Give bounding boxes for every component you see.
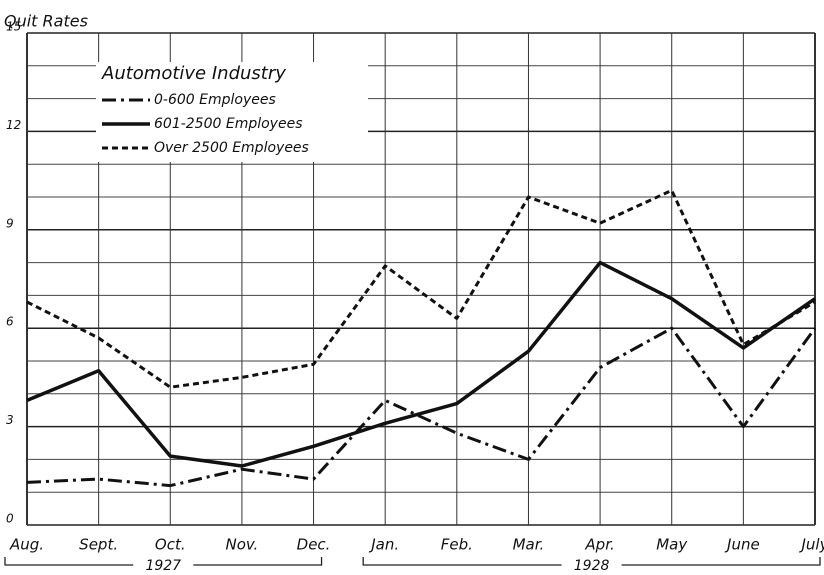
year-label: 1927: [145, 558, 181, 574]
year-label-bg: [561, 557, 622, 573]
legend-label: Over 2500 Employees: [154, 140, 309, 156]
year-label-bg: [133, 557, 194, 573]
x-tick-label: Jan.: [368, 536, 399, 554]
y-tick-label: 15: [6, 20, 21, 34]
y-axis-label: Quit Rates: [4, 12, 88, 31]
legend-label: 601-2500 Employees: [154, 116, 302, 132]
legend-title: Automotive Industry: [101, 63, 286, 84]
y-tick-label: 9: [6, 216, 14, 230]
year-label: 1928: [574, 558, 610, 574]
legend-label: 0-600 Employees: [154, 92, 276, 108]
x-tick-label: July: [799, 536, 824, 554]
x-tick-label: Nov.: [225, 536, 258, 554]
y-tick-label: 6: [6, 315, 14, 329]
x-tick-label: Aug.: [9, 536, 44, 554]
legend-bg: [96, 62, 368, 162]
y-tick-label: 12: [6, 118, 21, 132]
series-line: [26, 326, 817, 488]
x-tick-label: Oct.: [155, 536, 186, 554]
series-line: [26, 188, 816, 389]
x-tick-label: May: [656, 536, 688, 554]
y-tick-label: 0: [6, 512, 14, 526]
x-tick-label: Mar.: [513, 536, 545, 554]
x-tick-label: Sept.: [79, 536, 118, 554]
y-tick-label: 3: [6, 413, 14, 427]
x-tick-label: June: [724, 536, 760, 554]
x-tick-label: Dec.: [297, 536, 331, 554]
series-line: [26, 260, 816, 468]
x-tick-label: Apr.: [584, 536, 614, 554]
x-tick-label: Feb.: [441, 536, 473, 554]
